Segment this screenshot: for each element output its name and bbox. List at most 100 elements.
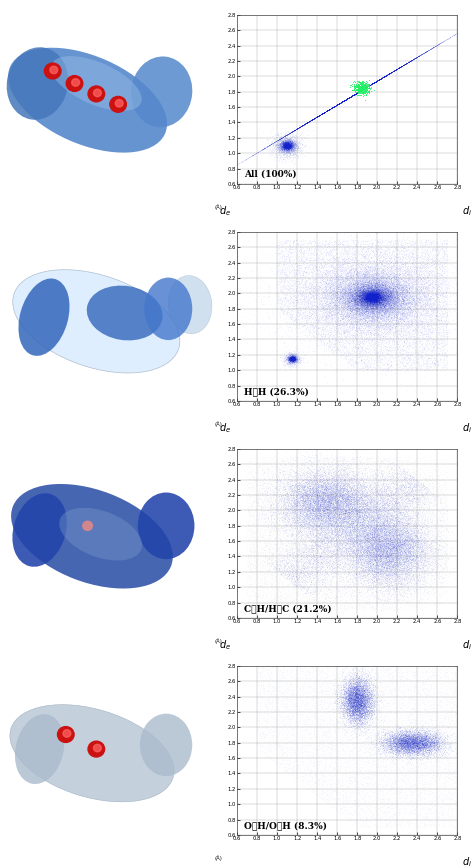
Point <box>405 312 413 326</box>
Point <box>284 137 292 151</box>
Point <box>376 298 384 312</box>
Point <box>406 598 414 612</box>
Point <box>312 313 320 327</box>
Point <box>344 278 352 292</box>
Point <box>292 352 299 365</box>
Point <box>376 279 384 293</box>
Point <box>336 96 344 110</box>
Point <box>399 282 407 296</box>
Point <box>413 550 420 564</box>
Point <box>341 688 349 702</box>
Point <box>378 297 386 311</box>
Point <box>292 351 300 365</box>
Point <box>333 261 341 275</box>
Point <box>398 573 405 587</box>
Point <box>337 315 345 329</box>
Point <box>324 500 332 514</box>
Point <box>331 253 338 266</box>
Point <box>262 141 270 155</box>
Point <box>403 266 410 279</box>
Point <box>419 734 427 748</box>
Point <box>369 290 376 304</box>
Point <box>345 474 353 488</box>
Point <box>375 253 383 266</box>
Point <box>425 740 432 753</box>
Point <box>371 272 378 286</box>
Point <box>262 698 270 712</box>
Point <box>283 139 290 153</box>
Point <box>340 325 348 339</box>
Point <box>283 139 291 153</box>
Point <box>318 480 326 494</box>
Point <box>306 516 314 529</box>
Point <box>286 351 294 365</box>
Point <box>350 88 357 102</box>
Point <box>287 347 294 361</box>
Point <box>349 89 356 102</box>
Point <box>345 90 353 104</box>
Point <box>347 277 355 291</box>
Point <box>348 89 356 103</box>
Point <box>355 84 363 98</box>
Point <box>386 343 394 357</box>
Point <box>279 131 286 145</box>
Point <box>335 97 342 111</box>
Point <box>392 731 399 745</box>
Point <box>364 80 371 94</box>
Point <box>350 88 358 102</box>
Point <box>429 739 437 753</box>
Point <box>413 508 420 522</box>
Point <box>373 74 381 88</box>
Point <box>348 89 356 102</box>
Point <box>424 737 431 751</box>
Point <box>410 524 418 538</box>
Point <box>287 508 294 522</box>
Point <box>376 322 383 336</box>
Point <box>397 295 405 309</box>
Point <box>304 582 311 595</box>
Point <box>336 96 343 110</box>
Point <box>407 250 415 264</box>
Point <box>349 347 357 361</box>
Point <box>279 483 286 496</box>
Point <box>373 74 380 88</box>
Point <box>355 85 363 99</box>
Point <box>352 483 360 497</box>
Point <box>346 90 354 104</box>
Point <box>358 701 366 715</box>
Point <box>382 550 390 564</box>
Point <box>380 69 388 83</box>
Point <box>398 815 405 829</box>
Point <box>416 304 423 318</box>
Point <box>417 721 424 735</box>
Point <box>369 76 376 90</box>
Point <box>352 86 360 100</box>
Point <box>429 302 437 316</box>
Point <box>428 269 436 283</box>
Point <box>291 503 298 516</box>
Point <box>295 490 302 503</box>
Point <box>371 295 379 309</box>
Point <box>301 514 309 528</box>
Point <box>327 509 335 523</box>
Point <box>419 663 427 677</box>
Point <box>385 539 392 553</box>
Point <box>431 740 438 754</box>
Point <box>380 711 388 725</box>
Point <box>365 298 372 312</box>
Point <box>339 519 347 533</box>
Point <box>374 290 382 304</box>
Point <box>294 277 302 291</box>
Point <box>346 588 354 602</box>
Point <box>334 508 342 522</box>
Point <box>315 493 322 507</box>
Point <box>383 343 391 357</box>
Point <box>358 82 365 96</box>
Point <box>365 287 372 301</box>
Point <box>368 291 376 305</box>
Point <box>410 733 418 746</box>
Point <box>333 98 340 112</box>
Point <box>366 285 374 299</box>
Point <box>344 769 352 783</box>
Point <box>317 505 324 519</box>
